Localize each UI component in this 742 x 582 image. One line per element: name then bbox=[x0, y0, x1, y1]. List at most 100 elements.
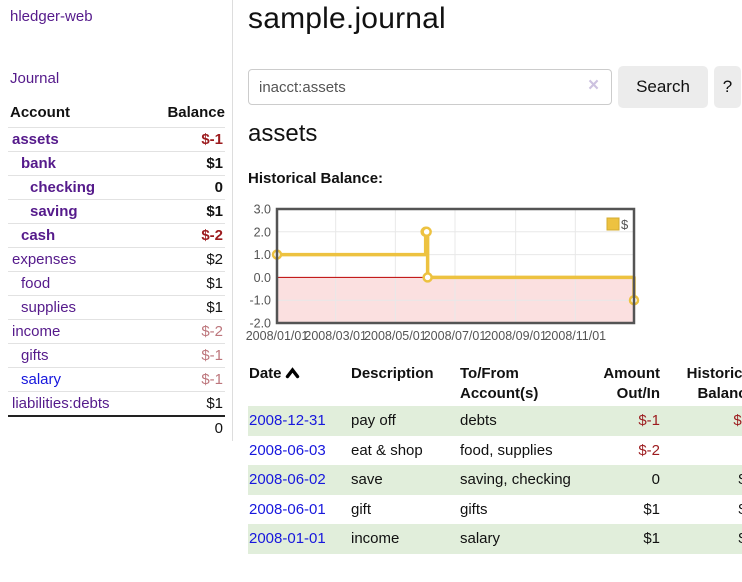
chart-label: Historical Balance: bbox=[248, 170, 384, 187]
register-row: 2008-06-01 gift gifts $1$2 bbox=[248, 495, 742, 525]
account-link-supplies[interactable]: supplies bbox=[21, 299, 77, 316]
account-row: income $-2 bbox=[8, 319, 225, 344]
accounts-header-balance: Balance bbox=[167, 104, 225, 121]
account-link-liabilities-debts[interactable]: liabilities:debts bbox=[12, 395, 110, 412]
account-balance: $1 bbox=[144, 295, 225, 320]
app-title-link[interactable]: hledger-web bbox=[10, 8, 93, 25]
transaction-description: pay off bbox=[351, 412, 396, 429]
accounts-total-row: 0 bbox=[8, 415, 225, 440]
transaction-accounts: saving, checking bbox=[460, 471, 571, 488]
transaction-balance: $2 bbox=[662, 465, 742, 495]
account-link-food[interactable]: food bbox=[21, 275, 51, 292]
transaction-balance: $-1 bbox=[733, 412, 742, 429]
transaction-amount: $1 bbox=[643, 500, 660, 518]
register-row: 2008-06-03 eat & shop food, supplies $-20 bbox=[248, 436, 742, 466]
y-tick-label: 3.0 bbox=[254, 203, 271, 217]
x-tick-label: 2008/11/01 bbox=[544, 329, 606, 343]
transaction-accounts: debts bbox=[460, 412, 497, 429]
account-balance: $-1 bbox=[144, 343, 225, 368]
transaction-date-link[interactable]: 2008-06-01 bbox=[249, 500, 326, 518]
transaction-date-link[interactable]: 2008-06-02 bbox=[249, 471, 326, 488]
search-input[interactable] bbox=[248, 69, 612, 105]
account-link-income[interactable]: income bbox=[12, 323, 61, 340]
transaction-date-link[interactable]: 2008-12-31 bbox=[249, 412, 326, 429]
historical-balance-chart: $3.0 2.0 1.0 0.0 -1.0 -2.02008/01/012008/03/0… bbox=[246, 203, 640, 343]
accounts-table: Account Balance assets $-1 bank $1 checking 0… bbox=[8, 100, 225, 440]
register-col-date[interactable]: Date bbox=[248, 360, 350, 406]
account-link-gifts[interactable]: gifts bbox=[21, 347, 49, 364]
account-row: food $1 bbox=[8, 271, 225, 296]
register-col-tofrom: To/From Account(s) bbox=[460, 365, 539, 402]
transaction-amount: $-1 bbox=[638, 412, 660, 429]
accounts-body: assets $-1 bank $1 checking 0 saving $1 cash $-2 e… bbox=[8, 127, 225, 440]
x-tick-label: 2008/09/01 bbox=[484, 329, 547, 343]
y-tick-label: 2.0 bbox=[254, 225, 271, 239]
clear-search-icon[interactable]: × bbox=[588, 75, 600, 96]
account-row: bank $1 bbox=[8, 151, 225, 176]
y-tick-label: -1.0 bbox=[249, 294, 271, 308]
account-row: cash $-2 bbox=[8, 223, 225, 248]
account-balance: 0 bbox=[144, 175, 225, 200]
account-link-salary[interactable]: salary bbox=[21, 371, 62, 388]
account-row: liabilities:debts $1 bbox=[8, 391, 225, 416]
account-balance: $1 bbox=[144, 391, 225, 416]
transaction-description: gift bbox=[351, 500, 372, 518]
sort-ascending-chevron-up-icon bbox=[285, 367, 299, 379]
x-tick-label: 2008/05/01 bbox=[364, 329, 427, 343]
transaction-amount: $1 bbox=[643, 530, 660, 547]
account-balance: $-2 bbox=[144, 223, 225, 248]
y-tick-label: -2.0 bbox=[249, 317, 271, 331]
account-link-cash[interactable]: cash bbox=[21, 227, 56, 244]
account-balance: $-2 bbox=[144, 319, 225, 344]
transaction-amount: $-2 bbox=[638, 441, 660, 459]
transaction-date-link[interactable]: 2008-01-01 bbox=[249, 530, 326, 547]
sidebar: hledger-web Journal Account Balance asse… bbox=[0, 0, 233, 441]
register-table: Date Description To/From Account(s) Amount Ou… bbox=[248, 360, 742, 554]
account-balance: $-1 bbox=[144, 367, 225, 392]
account-balance: $2 bbox=[144, 247, 225, 272]
transaction-amount: 0 bbox=[651, 471, 660, 488]
account-link-saving[interactable]: saving bbox=[30, 203, 78, 220]
register-body: 2008-12-31 pay off debts $-1 $-1 2008-06-03 ea… bbox=[248, 406, 742, 554]
x-tick-label: 2008/07/01 bbox=[424, 329, 487, 343]
accounts-header-account: Account bbox=[10, 104, 70, 121]
account-row: salary $-1 bbox=[8, 367, 225, 392]
register-row: 2008-12-31 pay off debts $-1 $-1 bbox=[248, 406, 742, 436]
register-header: Date Description To/From Account(s) Amount Ou… bbox=[248, 360, 742, 406]
search-bar: × Search ? bbox=[248, 66, 742, 108]
account-balance: $1 bbox=[144, 199, 225, 224]
register-col-amount: Amount Out/In bbox=[603, 365, 660, 402]
transaction-date-link[interactable]: 2008-06-03 bbox=[249, 441, 326, 459]
legend-swatch bbox=[606, 217, 620, 231]
register-row: 2008-01-01 income salary $1$1 bbox=[248, 524, 742, 554]
y-tick-label: 1.0 bbox=[254, 248, 271, 262]
transaction-accounts: food, supplies bbox=[460, 441, 553, 459]
accounts-header-row: Account Balance bbox=[8, 100, 225, 128]
account-balance: $-1 bbox=[144, 127, 225, 152]
account-row: saving $1 bbox=[8, 199, 225, 224]
transaction-balance: $1 bbox=[662, 524, 742, 554]
page-title: sample.journal bbox=[248, 2, 446, 35]
account-link-checking[interactable]: checking bbox=[30, 179, 96, 196]
account-balance: $1 bbox=[144, 151, 225, 176]
search-button[interactable]: Search bbox=[618, 66, 708, 108]
register-row: 2008-06-02 save saving, checking 0$2 bbox=[248, 465, 742, 495]
transaction-accounts: salary bbox=[460, 530, 501, 547]
x-tick-label: 2008/03/01 bbox=[304, 329, 367, 343]
account-row: gifts $-1 bbox=[8, 343, 225, 368]
account-row: expenses $2 bbox=[8, 247, 225, 272]
account-link-assets[interactable]: assets bbox=[12, 131, 59, 148]
account-link-expenses[interactable]: expenses bbox=[12, 251, 77, 268]
accounts-total-balance: 0 bbox=[144, 415, 225, 440]
help-button[interactable]: ? bbox=[714, 66, 741, 108]
x-tick-label: 2008/01/01 bbox=[246, 329, 309, 343]
account-link-bank[interactable]: bank bbox=[21, 155, 57, 172]
transaction-description: save bbox=[351, 471, 383, 488]
account-row: assets $-1 bbox=[8, 127, 225, 152]
account-row: checking 0 bbox=[8, 175, 225, 200]
y-tick-label: 0.0 bbox=[254, 271, 271, 285]
transaction-balance: $2 bbox=[662, 495, 742, 525]
legend-label: $ bbox=[621, 217, 629, 232]
sidebar-item-journal[interactable]: Journal bbox=[10, 70, 60, 87]
